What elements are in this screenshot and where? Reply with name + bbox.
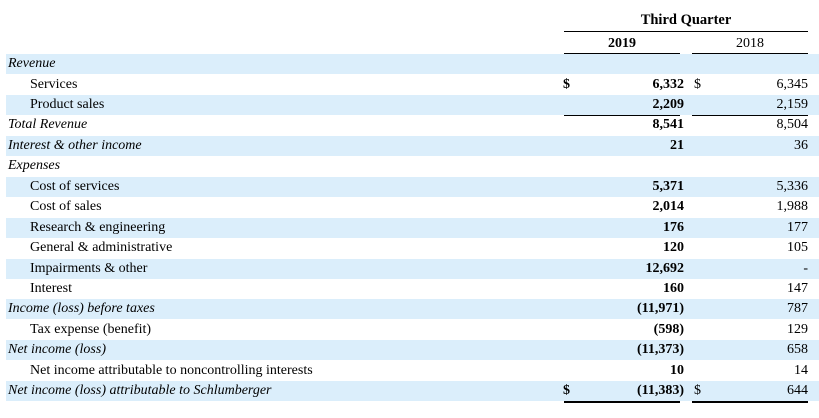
row-label: Interest & other income [8, 137, 142, 153]
value-2019: 176 [663, 219, 684, 235]
table-row: Interest & other income 21 36 [6, 135, 819, 156]
value-2018: 658 [787, 342, 808, 358]
table-row: Revenue [6, 54, 819, 74]
table-row: Net income (loss) (11,373) 658 [6, 340, 819, 361]
row-label: Services [30, 76, 78, 92]
value-2018: 36 [794, 137, 808, 153]
currency-symbol-2018: $ [694, 76, 701, 92]
subtotal-rule [564, 114, 680, 116]
value-2019: 21 [670, 137, 684, 153]
value-2019: (598) [653, 321, 684, 337]
row-label: Income (loss) before taxes [8, 301, 155, 317]
value-2019: 120 [663, 240, 684, 255]
row-label: Cost of services [30, 178, 120, 194]
row-label: Net income attributable to noncontrollin… [30, 362, 313, 378]
row-label: Interest [30, 280, 72, 296]
table-row: Cost of sales 2,014 1,988 [6, 197, 819, 217]
double-underline-rule [564, 400, 680, 403]
value-2018: 1,988 [776, 199, 809, 215]
table-row: Tax expense (benefit) (598) 129 [6, 320, 819, 340]
row-label: Research & engineering [30, 219, 166, 235]
column-header-2019: 2019 [608, 36, 636, 51]
value-2018: 147 [787, 280, 808, 296]
value-2019: (11,373) [636, 342, 684, 358]
row-label: Cost of sales [30, 199, 102, 215]
column-header-2018-rule [692, 53, 808, 54]
table-row: Impairments & other 12,692 - [6, 258, 819, 279]
value-2018: 2,159 [776, 96, 809, 112]
row-label: Total Revenue [8, 117, 88, 133]
row-label: Revenue [8, 56, 56, 71]
value-2018: 14 [794, 362, 808, 378]
table-row: Cost of services 5,371 5,336 [6, 176, 819, 197]
row-label: Product sales [30, 96, 105, 112]
table-row: General & administrative 120 105 [6, 238, 819, 258]
table-row: Net income (loss) attributable to Schlum… [6, 381, 819, 402]
value-2019: 10 [670, 362, 684, 378]
row-label: Expenses [8, 158, 61, 174]
row-label: Tax expense (benefit) [30, 321, 152, 337]
value-2019: 8,541 [652, 117, 685, 133]
table-row: Total Revenue 8,541 8,504 [6, 115, 819, 135]
value-2018: 5,336 [776, 178, 809, 194]
value-2019: 2,014 [652, 199, 685, 215]
value-2018: 6,345 [776, 76, 809, 92]
table-row: Interest 160 147 [6, 279, 819, 299]
row-label: Net income (loss) attributable to Schlum… [8, 383, 272, 399]
value-2019: 12,692 [645, 260, 685, 276]
row-label: Net income (loss) [8, 342, 106, 358]
column-header-2019-rule [564, 53, 680, 54]
value-2018: 129 [787, 321, 808, 337]
table-row: Income (loss) before taxes (11,971) 787 [6, 299, 819, 320]
table-row: Expenses [6, 156, 819, 176]
value-2018: 177 [787, 219, 808, 235]
table-row: Services $ $6,332 6,345 [6, 75, 819, 95]
value-2019: 6,332 [652, 76, 685, 92]
currency-symbol-2018: $ [694, 383, 701, 399]
table-row: Research & engineering 176 177 [6, 217, 819, 238]
double-underline-rule [692, 400, 808, 403]
subtotal-rule [692, 114, 808, 116]
value-2019: 160 [663, 280, 684, 296]
value-2019: 5,371 [652, 178, 685, 194]
table-row: Net income attributable to noncontrollin… [6, 361, 819, 381]
period-heading: Third Quarter [640, 12, 732, 28]
column-header-2018: 2018 [736, 36, 764, 51]
currency-symbol-2019: $ [563, 76, 570, 92]
value-2018: 787 [787, 301, 808, 317]
value-2019: (11,383) [636, 383, 684, 399]
row-label: Impairments & other [30, 260, 148, 276]
period-heading-rule [564, 31, 808, 32]
row-label: General & administrative [30, 240, 173, 255]
table-row: Product sales 2,209 2,159 [6, 94, 819, 115]
value-2018: 8,504 [776, 117, 809, 133]
value-2019: (11,971) [636, 301, 684, 317]
value-2018: - [803, 260, 808, 276]
currency-symbol-2019: $ [563, 383, 570, 399]
value-2018: 105 [787, 240, 808, 255]
value-2019: 2,209 [652, 96, 685, 112]
value-2018: 644 [787, 383, 808, 399]
